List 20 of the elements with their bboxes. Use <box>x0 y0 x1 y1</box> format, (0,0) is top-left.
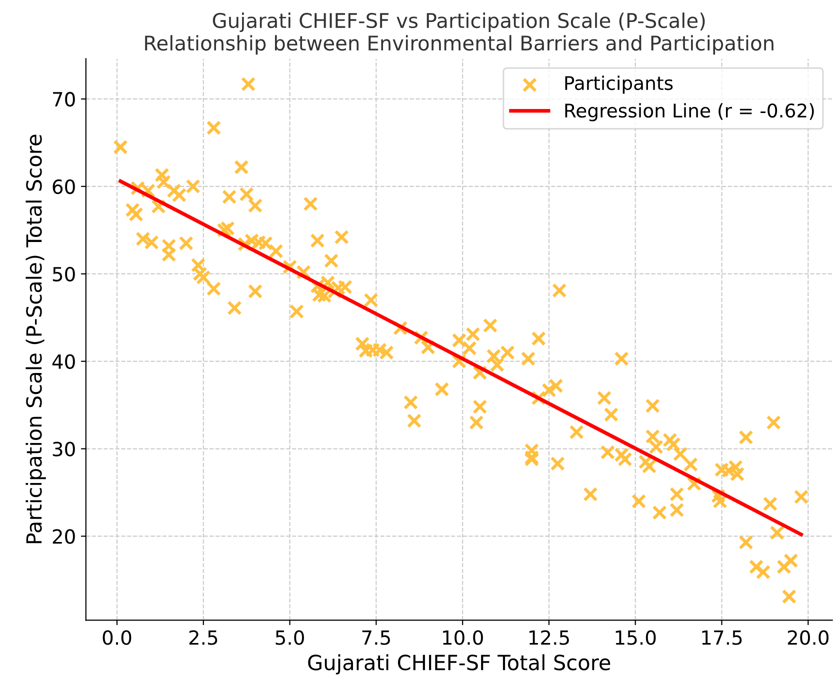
x-tick-label: 12.5 <box>529 630 569 645</box>
x-tick-label: 20.0 <box>788 630 828 645</box>
legend-label: Regression Line (r = -0.62) <box>565 103 814 122</box>
y-tick-label: 60 <box>52 179 75 194</box>
x-tick-label: 5.0 <box>276 630 304 645</box>
x-tick-label: 7.5 <box>362 630 390 645</box>
legend-label: Participants <box>565 76 673 94</box>
y-tick-label: 70 <box>53 92 75 107</box>
x-tick-label: 0.0 <box>102 630 132 645</box>
x-axis-title: Gujarati CHIEF-SF Total Score <box>308 654 610 674</box>
y-axis-title: Participation Scale (P-Scale) Total Score <box>26 134 46 544</box>
y-tick-label: 30 <box>52 442 75 456</box>
y-tick-label: 40 <box>52 354 75 369</box>
x-tick-label: 17.5 <box>702 630 742 645</box>
x-tick-label: 15.0 <box>616 630 656 645</box>
y-tick-label: 20 <box>52 529 75 544</box>
x-tick-label: 10.0 <box>443 630 483 645</box>
x-tick-label: 2.5 <box>189 630 218 645</box>
chart-title: Gujarati CHIEF-SF vs Participation Scale (P-Scale) Relationship between Environmental Barriers and Participation <box>145 12 774 55</box>
y-tick-label: 50 <box>52 266 75 282</box>
